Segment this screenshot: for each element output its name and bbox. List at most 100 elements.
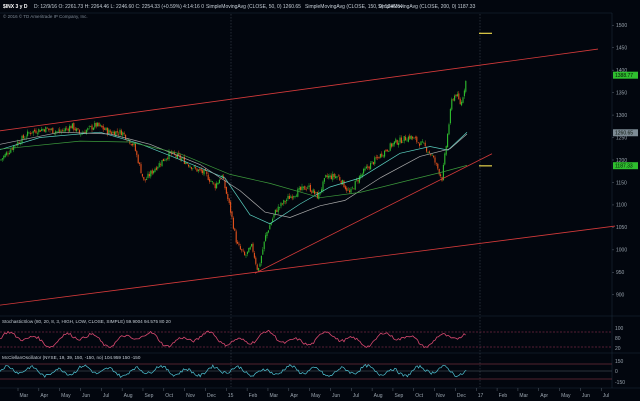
price-label-text: 1388.77 — [615, 73, 633, 79]
candle-body — [95, 122, 97, 127]
candle-body — [449, 109, 451, 124]
candle-body — [314, 190, 316, 194]
candle-body — [237, 241, 239, 244]
candle-body — [143, 176, 145, 180]
candle-body — [25, 136, 27, 138]
price-labels: 1388.77 1260.65 1187.33 — [613, 71, 638, 169]
candle-body — [35, 130, 37, 134]
candle-body — [109, 130, 111, 133]
candle-body — [87, 128, 89, 131]
candle-body — [188, 164, 190, 167]
candle-body — [454, 95, 456, 101]
candle-body — [150, 170, 152, 177]
candle-body — [43, 129, 45, 132]
candle-body — [42, 129, 44, 131]
candle-body — [318, 192, 320, 200]
channel-line-upper — [0, 48, 599, 132]
candle-body — [309, 184, 311, 192]
candle-body — [158, 163, 160, 168]
candle-body — [262, 249, 264, 255]
time-tick-label: Mar — [519, 393, 528, 399]
sma-100-legend[interactable]: SimpleMovingAvg (CLOSE, 150, 0) 1246.64 — [305, 4, 403, 10]
candle-body — [368, 166, 370, 169]
candle-body — [364, 168, 366, 171]
candle-body — [246, 251, 248, 255]
candle-body — [414, 137, 416, 139]
sma-200-legend[interactable]: SimpleMovingAvg (CLOSE, 200, 0) 1187.33 — [378, 4, 476, 10]
candle-body — [133, 143, 135, 145]
price-tick-label: 1050 — [616, 225, 627, 231]
price-tick-label: 1200 — [616, 158, 627, 164]
time-tick-label: Dec — [457, 393, 466, 399]
candle-body — [374, 157, 376, 164]
candle-body — [382, 155, 384, 157]
candle-body — [90, 126, 92, 127]
candle-body — [293, 196, 295, 198]
candle-body — [307, 187, 309, 189]
stoch-level-80: 80 — [615, 336, 621, 342]
trend-channel-lines[interactable] — [0, 48, 616, 306]
price-tick-label: 1150 — [616, 180, 627, 186]
candle-body — [319, 192, 321, 194]
channel-line-support — [254, 153, 493, 274]
candle-body — [10, 149, 12, 153]
price-tick-label: 1300 — [616, 113, 627, 119]
candle-body — [375, 157, 377, 159]
candle-body — [154, 168, 156, 172]
candle-body — [39, 130, 41, 132]
candle-body — [118, 133, 120, 135]
price-axis[interactable]: 900 950 1000 1050 1100 1150 1200 1250 1300 1350 14… — [612, 23, 627, 299]
candle-body — [452, 99, 454, 101]
candle-body — [71, 123, 73, 129]
sma-50-legend[interactable]: SimpleMovingAvg (CLOSE, 50, 0) 1260.65 — [206, 4, 301, 10]
candle-body — [36, 133, 38, 135]
candle-body — [340, 180, 342, 184]
candle-body — [69, 126, 71, 132]
candle-body — [370, 163, 372, 170]
candle-body — [427, 152, 429, 153]
candle-body — [311, 191, 313, 193]
stoch-level-100: 100 — [615, 326, 624, 332]
time-axis[interactable]: Mar Apr May Jun Jul Aug Sep Oct Nov Dec 15 Feb Mar Ap… — [17, 388, 609, 399]
mcclellan-header[interactable]: McClellanOscillator (NYSE, 19, 39, 150, … — [2, 355, 141, 360]
symbol-label[interactable]: $INX 3 y D — [3, 4, 28, 10]
candle-body — [178, 152, 180, 156]
candle-body — [203, 170, 205, 175]
candle-body — [458, 93, 460, 100]
candle-body — [245, 255, 247, 256]
candle-body — [224, 179, 226, 189]
candle-body — [349, 190, 351, 193]
candle-body — [280, 202, 282, 207]
candle-body — [104, 128, 106, 130]
candle-body — [395, 139, 397, 143]
candle-body — [146, 178, 148, 180]
candle-body — [6, 152, 8, 155]
candle-body — [377, 157, 379, 158]
candle-body — [202, 170, 204, 174]
candle-body — [102, 126, 104, 130]
candle-body — [353, 188, 355, 190]
candle-body — [0, 159, 2, 161]
candle-body — [207, 174, 209, 181]
candle-body — [442, 164, 444, 181]
candle-body — [231, 211, 233, 218]
time-tick-label: Jun — [82, 393, 90, 399]
candle-body — [11, 148, 13, 150]
candle-body — [378, 157, 380, 159]
time-tick-label: Mar — [20, 393, 29, 399]
candle-body — [259, 263, 261, 267]
candle-body — [417, 142, 419, 143]
sma-200-line — [0, 140, 468, 199]
candle-body — [27, 131, 29, 136]
candle-body — [220, 178, 222, 180]
sma-100-line — [0, 131, 468, 218]
candle-body — [463, 90, 465, 97]
candle-body — [130, 144, 132, 145]
candle-body — [136, 151, 138, 155]
candle-body — [399, 137, 401, 143]
candle-body — [266, 232, 268, 237]
candle-body — [393, 141, 395, 145]
time-tick-label: Oct — [165, 393, 173, 399]
candle-body — [14, 145, 16, 147]
stochastic-header[interactable]: StochasticSlow (80, 20, 8, 3, HIGH, LOW,… — [2, 319, 171, 324]
